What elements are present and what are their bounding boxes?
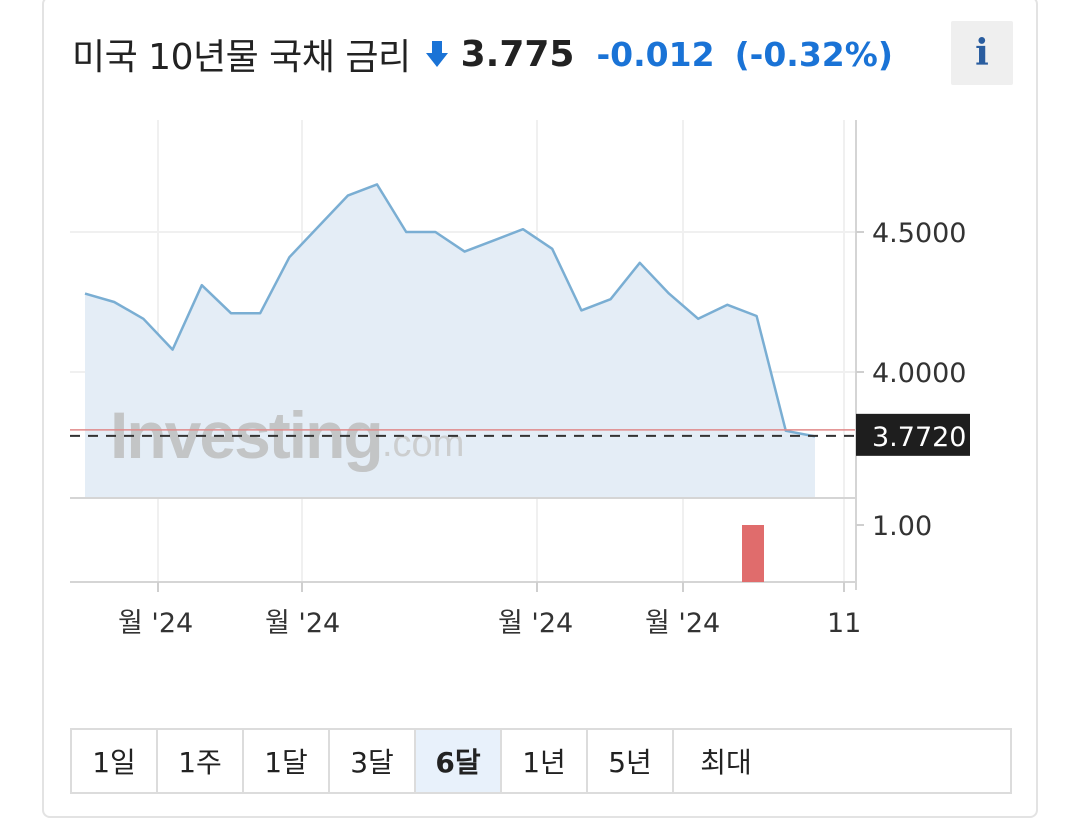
last-price: 3.775	[460, 33, 575, 75]
tab-1w[interactable]: 1주	[158, 730, 244, 792]
tab-6m[interactable]: 6달	[416, 730, 502, 792]
y-tick-label: 4.0000	[872, 358, 966, 389]
x-tick-label: 월 '24	[645, 608, 720, 639]
price-change: -0.012	[596, 34, 715, 74]
last-value-label: 3.7720	[872, 422, 966, 453]
price-change-percent: (-0.32%)	[734, 34, 893, 74]
tab-1y[interactable]: 1년	[502, 730, 588, 792]
info-icon: i	[975, 32, 989, 74]
tab-3m[interactable]: 3달	[330, 730, 416, 792]
y-tick-label: 4.5000	[872, 218, 966, 249]
price-area-fill	[85, 184, 815, 498]
x-tick-label: 11	[827, 608, 861, 639]
investing-watermark: Investing	[110, 398, 382, 472]
tab-1d[interactable]: 1일	[72, 730, 158, 792]
last-value-badge	[856, 413, 970, 456]
x-tick-label: 월 '24	[498, 608, 573, 639]
down-arrow-icon	[425, 41, 448, 67]
price-line	[84, 183, 816, 438]
instrument-title: 미국 10년물 국채 금리	[72, 37, 411, 78]
volume-bar	[742, 525, 764, 582]
x-tick-label: 월 '24	[118, 608, 193, 639]
tab-1m[interactable]: 1달	[244, 730, 330, 792]
tabs-spacer	[778, 730, 1010, 792]
info-button[interactable]: i	[951, 21, 1013, 85]
x-tick-label: 월 '24	[265, 608, 340, 639]
tab-5y[interactable]: 5년	[588, 730, 674, 792]
quote-header: 미국 10년물 국채 금리 3.775 -0.012 (-0.32%)	[72, 22, 893, 86]
range-tabs: 1일 1주 1달 3달 6달 1년 5년 최대	[70, 728, 1012, 794]
volume-tick-label: 1.00	[872, 511, 932, 542]
tab-max[interactable]: 최대	[700, 746, 752, 779]
